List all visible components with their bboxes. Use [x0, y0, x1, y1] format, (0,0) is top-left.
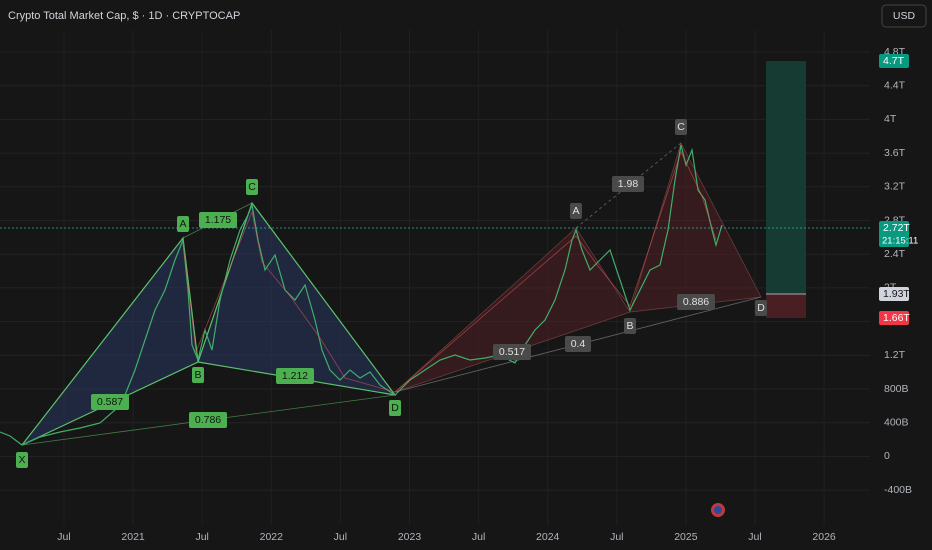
- price-path: [0, 144, 723, 446]
- time-tick: Jul: [610, 531, 623, 543]
- time-tick: 2025: [674, 531, 698, 543]
- price-tick: 1.2T: [884, 349, 906, 361]
- price-tag-label: 4.7T: [883, 55, 905, 67]
- price-tag: [879, 221, 909, 247]
- point-label: D: [757, 302, 765, 314]
- price-tag: [879, 54, 909, 68]
- overlay: 4.7T 2.72T 21:15:11 1.93T 1.66T X A B C D 0.587 1.1…: [16, 54, 918, 468]
- price-tick: 3.2T: [884, 181, 906, 193]
- point-label: A: [572, 205, 579, 217]
- point-label-box: [246, 179, 258, 195]
- price-path-down: [182, 150, 717, 393]
- time-tick: Jul: [748, 531, 761, 543]
- point-label: A: [179, 218, 186, 230]
- price-tag-label: 2.72T: [883, 222, 910, 234]
- time-tick: Jul: [195, 531, 208, 543]
- ratio-label: 1.175: [205, 214, 231, 226]
- time-tick: Jul: [57, 531, 70, 543]
- point-label-box: [624, 318, 636, 334]
- point-label: C: [677, 121, 685, 133]
- ratio-label: 0.886: [683, 296, 709, 308]
- ratio-box: [189, 412, 227, 428]
- time-tick: 2024: [536, 531, 560, 543]
- point-label: B: [626, 320, 633, 332]
- price-tick: 400B: [884, 416, 909, 428]
- ratio-box: [677, 294, 715, 310]
- time-tick: 2022: [260, 531, 284, 543]
- price-tick: 2.4T: [884, 248, 906, 260]
- currency-button[interactable]: [881, 4, 927, 28]
- price-tag-label: 1.93T: [883, 288, 910, 300]
- ratio-label: 0.517: [499, 346, 525, 358]
- currency[interactable]: USD: [893, 10, 916, 22]
- event-icon-inner: [714, 506, 722, 514]
- price-tag-label: 1.66T: [883, 312, 910, 324]
- point-label: B: [194, 369, 201, 381]
- point-label-box: [755, 300, 767, 316]
- time-tick: Jul: [472, 531, 485, 543]
- ratio-label: 0.587: [97, 396, 123, 408]
- countdown: 21:15:11: [882, 236, 918, 247]
- point-label: C: [248, 181, 256, 193]
- time-tick: 2021: [121, 531, 145, 543]
- price-tag: [879, 311, 909, 325]
- ratio-box: [199, 212, 237, 228]
- ratio-box: [565, 336, 591, 352]
- title: Crypto Total Market Cap, $ · 1D · CRYPTO…: [8, 10, 240, 22]
- time-tick: Jul: [334, 531, 347, 543]
- price-tick: 800B: [884, 383, 909, 395]
- ratio-label: 1.98: [618, 178, 639, 190]
- ratio-box: [493, 344, 531, 360]
- time-tick: 2023: [398, 531, 422, 543]
- point-label-box: [16, 452, 28, 468]
- price-tick: 3.6T: [884, 147, 906, 159]
- ratio-label: 0.4: [571, 338, 586, 350]
- time-tick: 2026: [812, 531, 836, 543]
- point-label: X: [18, 454, 25, 466]
- price-tick: 0: [884, 450, 890, 462]
- point-label-box: [389, 400, 401, 416]
- point-label-box: [192, 367, 204, 383]
- stop-zone: [766, 294, 806, 318]
- price-tick: -400B: [884, 484, 912, 496]
- ratio-box: [612, 176, 644, 192]
- point-label-box: [675, 119, 687, 135]
- price-tag: [879, 287, 909, 301]
- ratio-label: 0.786: [195, 414, 221, 426]
- price-tick: 4.4T: [884, 79, 906, 91]
- ratio-label: 1.212: [282, 370, 308, 382]
- ratio-box: [276, 368, 314, 384]
- point-label-box: [177, 216, 189, 232]
- point-label-box: [570, 203, 582, 219]
- point-label: D: [391, 402, 399, 414]
- price-tick: 4T: [884, 113, 897, 125]
- ratio-box: [91, 394, 129, 410]
- target-zone: [766, 61, 806, 294]
